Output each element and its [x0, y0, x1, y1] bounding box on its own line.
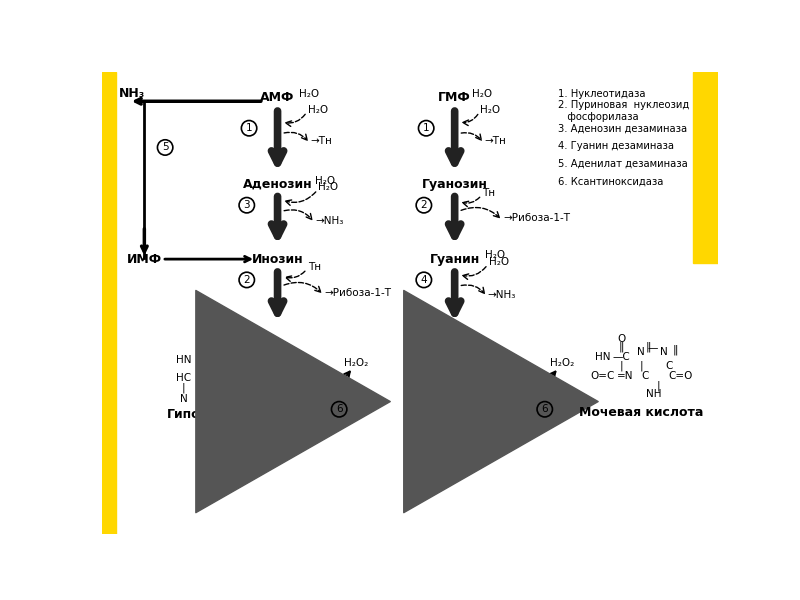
Text: Τн: Τн	[482, 188, 495, 198]
Text: C: C	[214, 370, 221, 380]
Text: Гуанозин: Гуанозин	[422, 178, 487, 191]
Text: HC: HC	[176, 373, 191, 383]
Text: 1: 1	[423, 123, 430, 133]
Text: O₂: O₂	[319, 371, 331, 381]
Text: 2. Пуриновая  нуклеозид: 2. Пуриновая нуклеозид	[558, 100, 689, 110]
Text: 1. Нуклеотидаза: 1. Нуклеотидаза	[558, 89, 646, 99]
Text: H₂O: H₂O	[314, 176, 334, 185]
Text: 2: 2	[243, 275, 250, 285]
Text: C: C	[460, 375, 467, 385]
Text: CH: CH	[470, 355, 485, 365]
Text: O: O	[618, 334, 626, 344]
Text: =: =	[200, 373, 209, 383]
Text: Мочевая кислота: Мочевая кислота	[579, 406, 703, 419]
Text: |: |	[442, 364, 445, 374]
Text: O=C: O=C	[410, 375, 434, 385]
Text: H₂O: H₂O	[472, 89, 492, 98]
Text: ГМФ: ГМФ	[438, 91, 471, 104]
Text: CH: CH	[231, 355, 246, 365]
Text: ‖: ‖	[466, 346, 472, 356]
Text: C: C	[666, 361, 673, 371]
Text: ИМФ: ИМФ	[126, 253, 162, 266]
Text: →Τн: →Τн	[485, 136, 506, 146]
Text: ‖: ‖	[202, 345, 207, 355]
Text: 5. Аденилат дезаминаза: 5. Аденилат дезаминаза	[558, 159, 687, 169]
Text: |: |	[657, 380, 661, 391]
Text: H₂O: H₂O	[486, 250, 506, 260]
Text: ‖: ‖	[646, 341, 651, 352]
Text: —: —	[225, 373, 235, 383]
Text: 3: 3	[243, 200, 250, 210]
Text: 1: 1	[246, 123, 252, 133]
Text: Инозин: Инозин	[252, 253, 303, 266]
Text: H₂O: H₂O	[299, 89, 319, 98]
Text: NH₃: NH₃	[119, 87, 145, 100]
Text: HN: HN	[415, 355, 431, 365]
Text: =N: =N	[618, 371, 634, 381]
Text: Аденозин: Аденозин	[242, 178, 312, 191]
Text: Гипоксантин: Гипоксантин	[166, 408, 258, 421]
Text: O: O	[439, 337, 447, 346]
Text: —C: —C	[613, 352, 630, 362]
Text: H₂O: H₂O	[489, 257, 509, 267]
Text: ‖: ‖	[619, 341, 625, 352]
Text: H₂O: H₂O	[480, 105, 500, 115]
Text: N: N	[220, 350, 227, 359]
Text: →Рибоза-1-Τ: →Рибоза-1-Τ	[503, 213, 570, 223]
Text: —C: —C	[434, 355, 452, 365]
Text: C=O: C=O	[669, 371, 694, 381]
Text: H₂O: H₂O	[318, 182, 338, 193]
Text: O₂: O₂	[525, 371, 537, 381]
Text: 2: 2	[421, 200, 427, 210]
Bar	[102, 72, 116, 534]
Text: =N: =N	[438, 375, 454, 385]
Text: HN: HN	[176, 355, 191, 365]
Text: 6: 6	[336, 404, 342, 414]
Text: 4. Гуанин дезаминаза: 4. Гуанин дезаминаза	[558, 141, 674, 151]
Text: H₂O₂: H₂O₂	[344, 358, 368, 368]
Text: —C: —C	[195, 355, 214, 365]
Text: 3. Аденозин дезаминаза: 3. Аденозин дезаминаза	[558, 124, 687, 134]
Text: N: N	[458, 350, 466, 359]
Text: N: N	[637, 347, 645, 356]
Text: ‖: ‖	[440, 345, 446, 355]
Text: ‖: ‖	[673, 345, 678, 355]
Text: →NH₃: →NH₃	[315, 215, 344, 226]
Text: 6: 6	[542, 404, 548, 414]
Text: Гуанин: Гуанин	[430, 253, 480, 266]
Text: —NH: —NH	[462, 375, 488, 385]
Text: →NH₃: →NH₃	[488, 290, 516, 299]
Text: HN: HN	[594, 352, 610, 362]
Text: C: C	[641, 371, 649, 381]
Text: |: |	[639, 361, 643, 371]
Text: NH: NH	[646, 389, 662, 399]
Text: ‖: ‖	[229, 346, 234, 356]
Text: АМФ: АМФ	[260, 91, 294, 104]
Text: H₂O₂: H₂O₂	[550, 358, 574, 368]
Text: N: N	[180, 394, 187, 404]
Text: ‖: ‖	[202, 386, 207, 396]
Text: N: N	[660, 347, 668, 356]
Text: 5: 5	[162, 142, 169, 152]
Text: —: —	[647, 343, 658, 353]
Text: Τн: Τн	[307, 262, 321, 272]
Text: →Рибоза-1-Τ: →Рибоза-1-Τ	[325, 288, 391, 298]
Text: ‖: ‖	[440, 373, 446, 383]
Text: 4: 4	[421, 275, 427, 285]
Text: фосфорилаза: фосфорилаза	[558, 112, 638, 122]
Text: |: |	[182, 382, 186, 393]
Text: NH: NH	[233, 373, 248, 383]
Text: →Τн: →Τн	[310, 136, 333, 146]
Text: |: |	[202, 364, 206, 374]
Bar	[694, 72, 718, 263]
Text: 6. Ксантиноксидаза: 6. Ксантиноксидаза	[558, 177, 663, 187]
Text: O: O	[200, 337, 209, 346]
Text: |: |	[620, 361, 623, 371]
Text: O=C: O=C	[590, 371, 614, 381]
Text: Ксантин: Ксантин	[419, 408, 478, 421]
Text: H₂O: H₂O	[308, 105, 329, 115]
